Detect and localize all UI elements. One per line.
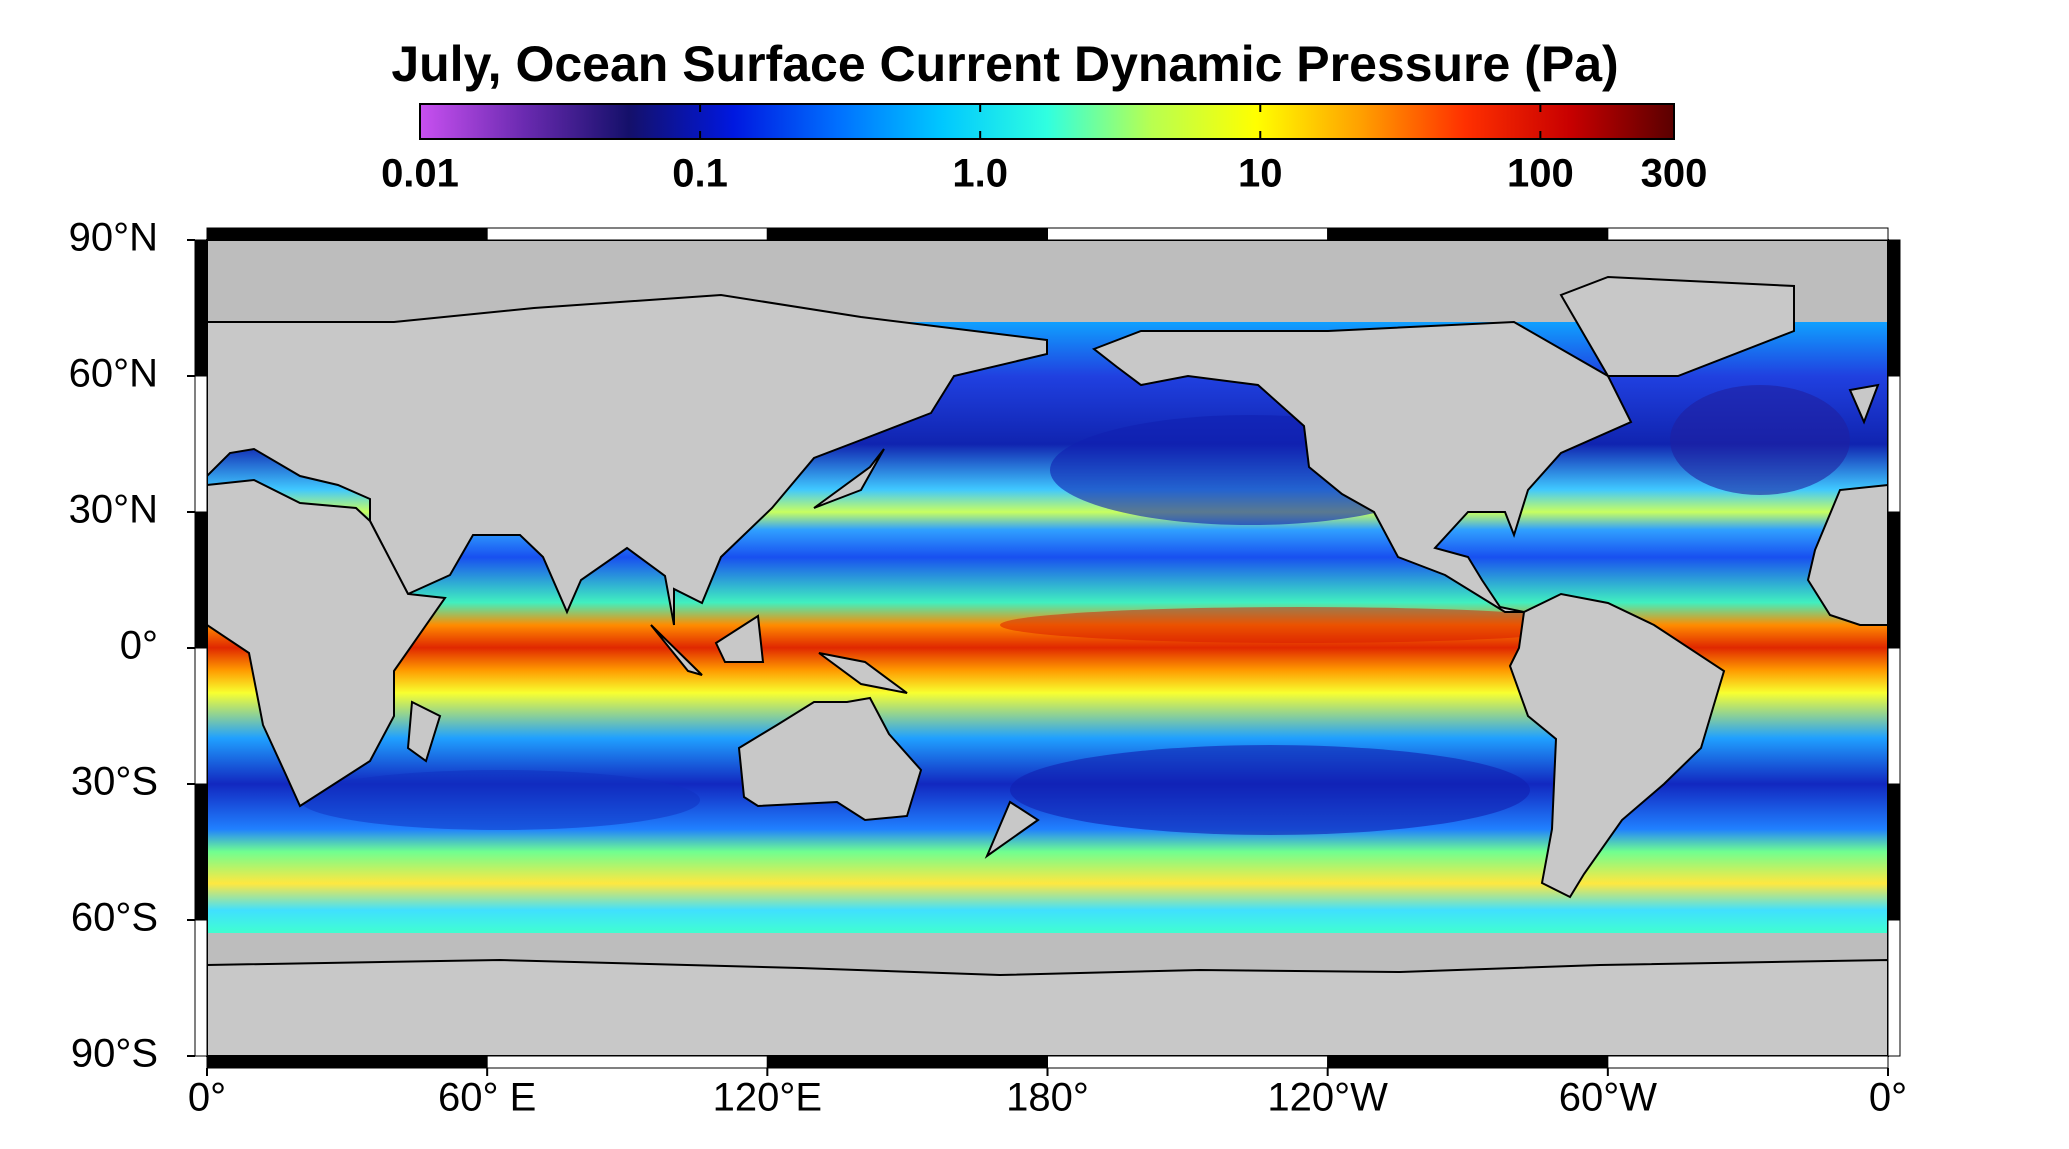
frame-segment [194,783,208,921]
madagascar [406,700,442,763]
africa [206,478,447,808]
frame-segment [1887,783,1901,921]
frame-segment [194,375,208,513]
ocean-feature [1000,607,1600,643]
colorbar-tick-label: 0.01 [381,152,459,196]
frame-segment [1887,375,1901,513]
lat-tick-label: 90°S [71,1032,158,1076]
frame-segment [766,227,1048,241]
frame-segment [486,1055,768,1069]
lat-tick-label: 0° [120,624,158,668]
frame-segment [194,647,208,785]
frame-segment [194,511,208,649]
colorbar [419,103,1675,140]
frame-segment [194,239,208,377]
colorbar-tick-label: 300 [1641,152,1708,196]
frame-segment [206,227,488,241]
map-title: July, Ocean Surface Current Dynamic Pres… [391,36,1618,92]
ocean-feature [1010,745,1530,835]
colorbar-tick-label: 0.1 [672,152,728,196]
frame-segment [1047,227,1329,241]
eurasia [206,293,1048,626]
borneo [714,614,765,663]
ocean-feature [300,770,700,830]
lon-tick-label: 180° [1006,1076,1089,1120]
frame-segment [1607,1055,1889,1069]
colorbar-tick-label: 10 [1238,152,1283,196]
japan [813,448,885,509]
greenland [1559,275,1795,377]
frame-segment [1887,511,1901,649]
colorbar-tick-label: 1.0 [952,152,1008,196]
lon-tick-label: 120°W [1267,1076,1388,1120]
frame-segment [206,1055,488,1069]
frame-segment [194,919,208,1057]
frame-segment [486,227,768,241]
lat-tick-label: 60°S [71,896,158,940]
new-guinea [818,652,908,694]
lat-tick-label: 90°N [69,216,158,260]
sumatra [650,624,703,676]
frame-segment [1887,919,1901,1057]
new-zealand [984,800,1040,859]
frame-segment [1327,227,1609,241]
frame-segment [1887,239,1901,377]
australia [737,696,923,822]
lon-tick-label: 0° [188,1076,226,1120]
frame-segment [1607,227,1889,241]
africa-west [1806,483,1889,626]
frame-segment [1047,1055,1329,1069]
frame-segment [1887,647,1901,785]
lon-tick-label: 60°W [1559,1076,1657,1120]
lat-tick-label: 30°S [71,760,158,804]
lon-tick-label: 120°E [713,1076,822,1120]
map-area [206,239,1889,1057]
antarctica [206,958,1889,1057]
britain [1848,383,1880,425]
lat-tick-label: 30°N [69,488,158,532]
north-america [1091,320,1633,613]
colorbar-tick-label: 100 [1507,152,1574,196]
frame-segment [766,1055,1048,1069]
lon-tick-label: 60° E [438,1076,536,1120]
frame-segment [1327,1055,1609,1069]
lon-tick-label: 0° [1869,1076,1907,1120]
map-frame [194,227,1901,1069]
south-america [1508,592,1726,899]
ocean-feature [1670,385,1850,495]
lat-tick-label: 60°N [69,352,158,396]
